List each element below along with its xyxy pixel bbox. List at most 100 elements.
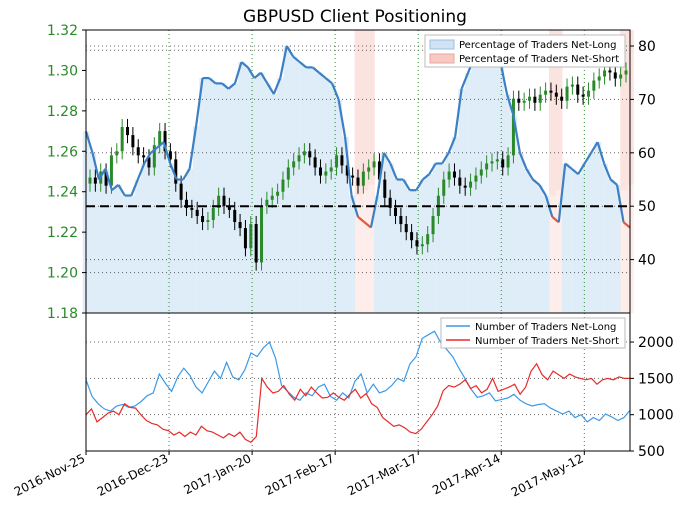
net-long-band <box>192 126 200 313</box>
legend-swatch-net-short <box>429 53 455 64</box>
price-candle-body <box>184 199 188 208</box>
legend-label-traders-net-short: Number of Traders Net-Short <box>475 336 619 347</box>
positioning-segment <box>233 61 243 84</box>
net-long-band <box>309 67 317 314</box>
net-long-band <box>225 88 233 314</box>
positioning-segment <box>221 82 230 90</box>
net-long-band <box>154 147 161 313</box>
net-long-band <box>387 163 395 313</box>
positioning-segment <box>615 184 625 223</box>
positioning-segment <box>557 163 567 223</box>
price-candle-body <box>158 131 162 146</box>
legend-swatch-net-long <box>429 39 455 50</box>
positioning-segment <box>266 82 275 95</box>
net-long-band <box>542 195 550 313</box>
positioning-segment <box>182 168 191 181</box>
positioning-segment <box>518 152 528 170</box>
price-candle-body <box>126 127 130 136</box>
price-candle-body <box>233 209 237 223</box>
price-candle-body <box>147 157 151 168</box>
net-long-band <box>328 83 336 313</box>
net-long-band <box>581 163 589 313</box>
positioning-segment <box>422 173 430 181</box>
positioning-segment <box>143 152 152 165</box>
positioning-segment <box>551 216 560 224</box>
net-long-band <box>341 136 349 313</box>
price-candle-body <box>179 183 183 200</box>
price-candle-body <box>511 98 515 156</box>
price-candle-body <box>243 228 247 249</box>
positioning-segment <box>150 146 158 154</box>
price-candle-body <box>163 131 167 152</box>
legend-label-net-long: Percentage of Traders Net-Long <box>459 40 617 51</box>
price-candle-body <box>458 177 462 186</box>
positioning-segment <box>357 216 366 224</box>
net-long-band <box>451 136 459 313</box>
positioning-segment <box>272 77 282 95</box>
price-candle-body <box>345 165 349 176</box>
net-long-band <box>160 142 168 313</box>
price-candle-body <box>222 195 226 206</box>
positioning-segment <box>622 221 631 229</box>
positioning-segment <box>505 93 515 116</box>
net-long-band <box>613 184 621 313</box>
positioning-segment <box>240 61 249 69</box>
positioning-segment <box>441 152 450 165</box>
price-candle-body <box>104 171 108 186</box>
price-candle-body <box>565 86 569 101</box>
price-candle-body <box>394 207 398 216</box>
price-candle-body <box>260 205 264 263</box>
net-long-band <box>600 163 608 313</box>
net-long-band <box>393 179 401 313</box>
date-tick-label: 2017-Feb-17 <box>263 451 337 498</box>
positioning-segment <box>136 163 146 180</box>
price-axis: 1.18 1.20 1.22 1.24 1.26 1.28 1.30 1.32 <box>47 23 86 322</box>
net-long-band <box>270 94 278 313</box>
price-candle-body <box>313 157 317 168</box>
price-candle-body <box>335 155 339 168</box>
price-tick-label: 1.32 <box>47 23 78 39</box>
net-long-band <box>251 78 259 313</box>
net-long-band <box>108 190 116 313</box>
net-long-band <box>536 184 544 313</box>
price-candle-body <box>93 177 97 184</box>
positioning-segment <box>188 125 198 169</box>
price-candle-body <box>383 179 387 198</box>
price-candle-body <box>613 72 617 79</box>
price-candle-body <box>276 191 280 196</box>
net-long-band <box>231 83 239 313</box>
percent-axis: 40 50 60 70 80 <box>630 39 656 269</box>
positioning-segment <box>292 55 301 63</box>
price-candle-body <box>560 96 564 101</box>
traders-tick-label: 1500 <box>638 371 674 387</box>
price-tick-label: 1.24 <box>47 185 78 201</box>
price-candle-body <box>517 98 521 103</box>
price-candle-body <box>581 94 585 97</box>
net-long-band <box>147 152 155 313</box>
price-candle-body <box>608 70 612 73</box>
positioning-segment <box>382 152 392 165</box>
positioning-segment <box>596 141 606 164</box>
percent-tick-label: 40 <box>638 253 656 269</box>
price-candle-body <box>447 171 451 180</box>
date-tick-label: 2016-Nov-25 <box>12 451 87 499</box>
price-candle-body <box>152 145 156 168</box>
traders-legend: Number of Traders Net-Long Number of Tra… <box>440 317 626 349</box>
positioning-segment <box>447 136 457 154</box>
positioning-segment <box>104 168 113 191</box>
price-candle-body <box>367 167 371 172</box>
net-long-band <box>426 174 433 313</box>
price-candle-body <box>420 244 424 247</box>
net-long-band <box>490 46 498 314</box>
net-long-band <box>529 179 537 313</box>
net-long-band <box>277 78 285 313</box>
positioning-segment <box>603 163 612 180</box>
net-long-band <box>516 152 524 313</box>
net-short-band-fill <box>549 30 557 313</box>
positioning-segment <box>311 66 320 74</box>
positioning-segment <box>525 168 534 181</box>
price-candle-body <box>206 220 210 223</box>
positioning-segment <box>130 179 139 196</box>
price-candle-body <box>351 175 355 178</box>
